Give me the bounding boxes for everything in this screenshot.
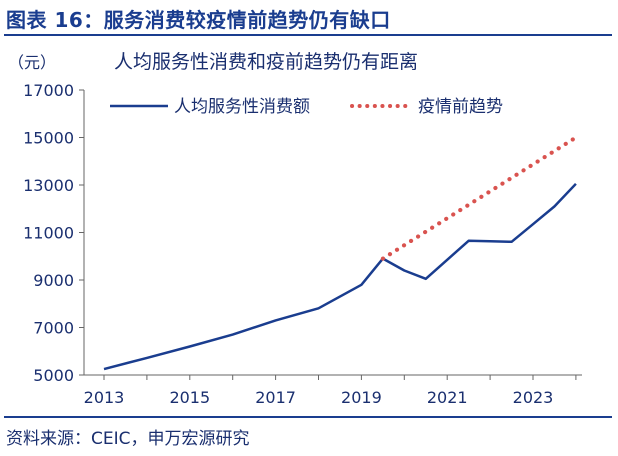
x-ticks: 2013 2015 2017 2019 2021 2023 bbox=[84, 375, 577, 407]
title-rule bbox=[4, 34, 612, 36]
y-tick-label: 13000 bbox=[23, 176, 74, 195]
source-note: 资料来源：CEIC，申万宏源研究 bbox=[6, 429, 250, 449]
x-tick-label: 2023 bbox=[513, 388, 554, 407]
y-tick-label: 11000 bbox=[23, 224, 74, 243]
legend: 人均服务性消费额 疫情前趋势 bbox=[110, 97, 503, 117]
axis-layer: （元） 人均服务性消费和疫前趋势仍有距离 5000 7000 9000 11000 13… bbox=[8, 51, 582, 407]
y-tick-label: 7000 bbox=[33, 319, 74, 338]
y-ticks: 5000 7000 9000 11000 13000 15000 17000 bbox=[23, 81, 84, 385]
x-tick-label: 2013 bbox=[84, 388, 125, 407]
y-axis-label: （元） bbox=[8, 53, 56, 72]
x-tick-label: 2021 bbox=[427, 388, 468, 407]
legend-label-actual: 人均服务性消费额 bbox=[174, 97, 310, 117]
chart-title: 人均服务性消费和疫前趋势仍有距离 bbox=[114, 51, 418, 73]
series-line-trend bbox=[380, 135, 579, 261]
x-tick-label: 2017 bbox=[255, 388, 296, 407]
legend-label-trend: 疫情前趋势 bbox=[418, 97, 503, 117]
y-tick-label: 15000 bbox=[23, 129, 74, 148]
x-tick-label: 2015 bbox=[169, 388, 210, 407]
x-tick-label: 2019 bbox=[341, 388, 382, 407]
series-layer bbox=[103, 135, 579, 371]
y-tick-label: 17000 bbox=[23, 81, 74, 100]
y-tick-label: 5000 bbox=[33, 366, 74, 385]
figure-title: 图表 16：服务消费较疫情前趋势仍有缺口 bbox=[6, 8, 391, 32]
footer-rule bbox=[4, 416, 612, 418]
series-line-actual bbox=[103, 182, 577, 371]
y-tick-label: 9000 bbox=[33, 271, 74, 290]
